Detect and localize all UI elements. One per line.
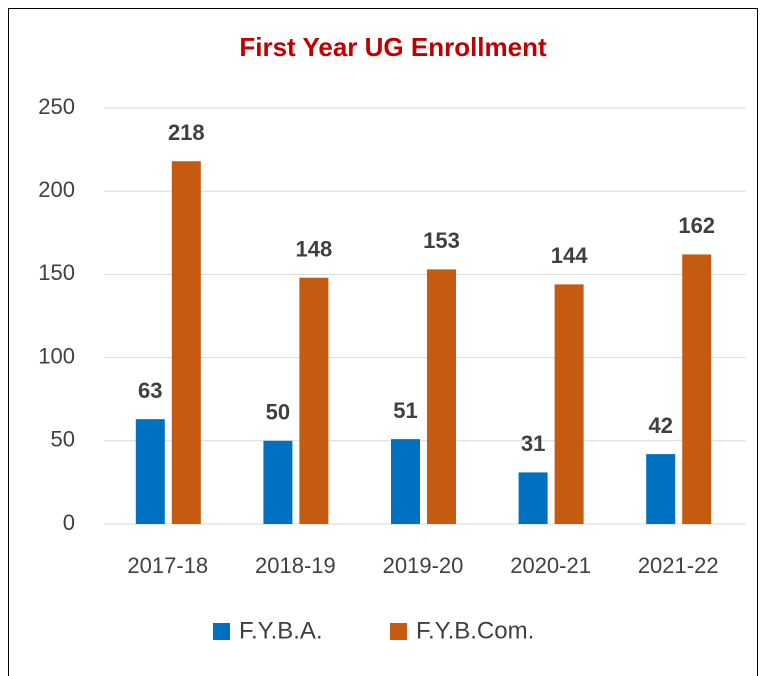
bar xyxy=(263,440,293,524)
legend-label: F.Y.B.Com. xyxy=(416,617,534,644)
x-tick-label: 2021-22 xyxy=(638,553,719,578)
legend-label: F.Y.B.A. xyxy=(239,617,323,644)
x-tick-label: 2020-21 xyxy=(510,553,591,578)
legend-swatch xyxy=(213,623,230,640)
y-tick-label: 150 xyxy=(38,260,75,285)
bar xyxy=(682,254,712,524)
data-label: 144 xyxy=(551,243,588,268)
data-label: 31 xyxy=(521,431,545,456)
data-label: 50 xyxy=(266,400,290,425)
data-label: 42 xyxy=(648,413,672,438)
data-label: 218 xyxy=(168,120,205,145)
data-label: 153 xyxy=(423,228,460,253)
chart-title: First Year UG Enrollment xyxy=(239,32,547,62)
y-tick-label: 100 xyxy=(38,343,75,368)
bar xyxy=(171,161,201,525)
data-label: 63 xyxy=(138,378,162,403)
x-tick-label: 2018-19 xyxy=(255,553,336,578)
bar xyxy=(518,472,548,524)
y-tick-label: 0 xyxy=(63,510,75,535)
y-tick-label: 200 xyxy=(38,177,75,202)
bar xyxy=(299,277,329,524)
bar xyxy=(427,269,456,524)
y-tick-label: 250 xyxy=(38,94,75,119)
bar xyxy=(135,419,165,524)
x-tick-label: 2019-20 xyxy=(383,553,464,578)
bar xyxy=(391,439,420,524)
bar xyxy=(554,284,584,524)
bar xyxy=(646,454,676,524)
data-label: 51 xyxy=(393,398,417,423)
data-label: 148 xyxy=(296,237,333,262)
y-tick-label: 50 xyxy=(51,427,75,452)
data-label: 162 xyxy=(678,213,715,238)
legend-swatch xyxy=(390,623,407,640)
x-tick-label: 2017-18 xyxy=(127,553,208,578)
chart-border xyxy=(8,8,758,676)
